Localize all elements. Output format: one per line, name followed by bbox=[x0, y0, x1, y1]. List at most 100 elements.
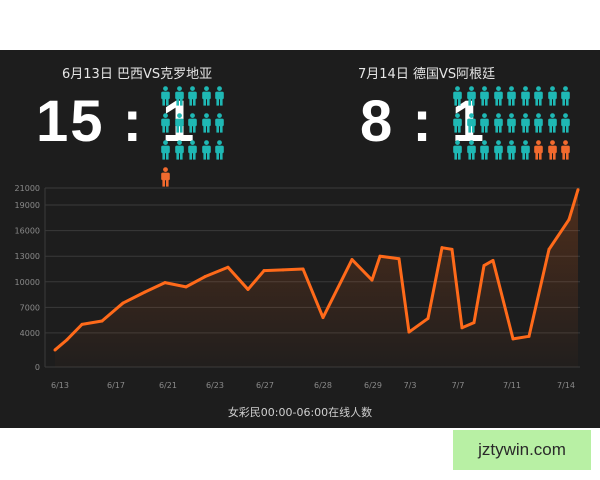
data-point bbox=[53, 348, 57, 352]
person-icon bbox=[480, 140, 489, 160]
person-icon bbox=[493, 86, 503, 106]
y-tick-label: 19000 bbox=[15, 201, 40, 210]
data-point bbox=[246, 287, 250, 291]
data-point bbox=[440, 246, 444, 250]
person-icon bbox=[493, 113, 503, 133]
person-icon bbox=[480, 86, 489, 106]
x-tick-label: 6/27 bbox=[256, 381, 274, 390]
data-point bbox=[80, 322, 84, 326]
data-point bbox=[378, 254, 382, 258]
data-point bbox=[511, 337, 515, 341]
x-tick-label: 7/14 bbox=[557, 381, 575, 390]
person-icon bbox=[161, 140, 170, 160]
data-point bbox=[547, 247, 551, 251]
person-icon bbox=[188, 86, 197, 106]
data-point bbox=[163, 281, 167, 285]
person-icon bbox=[534, 140, 543, 160]
person-icon bbox=[215, 140, 224, 160]
data-point bbox=[407, 330, 411, 334]
chart-caption: 女彩民00:00-06:00在线人数 bbox=[227, 406, 373, 419]
watermark: jztywin.com bbox=[453, 430, 591, 470]
x-tick-label: 6/29 bbox=[364, 381, 382, 390]
y-tick-label: 10000 bbox=[15, 278, 40, 287]
person-icon bbox=[453, 86, 462, 106]
data-point bbox=[472, 321, 476, 325]
y-tick-label: 0 bbox=[35, 363, 40, 372]
person-icon bbox=[534, 86, 543, 106]
data-point bbox=[426, 316, 430, 320]
data-point bbox=[370, 278, 374, 282]
person-icon bbox=[201, 140, 211, 160]
person-icon bbox=[174, 86, 184, 106]
data-point bbox=[301, 267, 305, 271]
data-point bbox=[567, 218, 571, 222]
x-tick-label: 7/7 bbox=[452, 381, 465, 390]
person-icon bbox=[561, 140, 570, 160]
person-icon bbox=[174, 113, 184, 133]
y-tick-label: 7000 bbox=[20, 303, 40, 312]
person-icon bbox=[534, 113, 543, 133]
data-point bbox=[527, 334, 531, 338]
person-icon bbox=[547, 140, 557, 160]
person-icon bbox=[480, 113, 489, 133]
person-icon bbox=[453, 113, 462, 133]
y-tick-label: 4000 bbox=[20, 329, 40, 338]
person-icon bbox=[174, 140, 184, 160]
x-tick-label: 6/23 bbox=[206, 381, 224, 390]
data-point bbox=[450, 247, 454, 251]
series-area bbox=[55, 189, 578, 367]
x-tick-label: 6/21 bbox=[159, 381, 177, 390]
person-icon bbox=[188, 140, 197, 160]
x-tick-label: 6/28 bbox=[314, 381, 332, 390]
x-tick-label: 6/13 bbox=[51, 381, 69, 390]
data-point bbox=[350, 258, 354, 262]
person-icon bbox=[507, 113, 516, 133]
x-tick-label: 7/3 bbox=[404, 381, 417, 390]
person-icon bbox=[561, 113, 570, 133]
y-tick-label: 21000 bbox=[15, 184, 40, 193]
person-icon bbox=[507, 86, 516, 106]
person-icon bbox=[215, 86, 224, 106]
series-line bbox=[54, 189, 580, 352]
data-point bbox=[143, 290, 147, 294]
person-icon bbox=[466, 113, 476, 133]
person-icon bbox=[520, 86, 530, 106]
person-icon bbox=[161, 113, 170, 133]
person-icon bbox=[215, 113, 224, 133]
data-point bbox=[482, 264, 486, 268]
person-icon bbox=[161, 86, 170, 106]
person-icon bbox=[466, 86, 476, 106]
person-icon bbox=[453, 140, 462, 160]
person-icon bbox=[520, 140, 530, 160]
match-title-germany-argentina: 7月14日 德国VS阿根廷 bbox=[358, 67, 496, 82]
data-point bbox=[460, 326, 464, 330]
data-point bbox=[321, 316, 325, 320]
data-point bbox=[491, 258, 495, 262]
person-icon bbox=[520, 113, 530, 133]
data-point bbox=[203, 275, 207, 279]
data-point bbox=[121, 301, 125, 305]
match-title-brazil-croatia: 6月13日 巴西VS克罗地亚 bbox=[62, 67, 213, 82]
score-germany-argentina: 8 : 1 bbox=[360, 89, 487, 154]
data-point bbox=[65, 338, 69, 342]
x-tick-label: 6/17 bbox=[107, 381, 125, 390]
data-point bbox=[576, 188, 580, 192]
person-icon bbox=[201, 86, 211, 106]
person-icon bbox=[507, 140, 516, 160]
data-point bbox=[226, 265, 230, 269]
person-icon bbox=[561, 86, 570, 106]
x-tick-label: 7/11 bbox=[503, 381, 521, 390]
data-point bbox=[184, 285, 188, 289]
person-icon bbox=[201, 113, 211, 133]
person-icon bbox=[493, 140, 503, 160]
data-point bbox=[397, 257, 401, 261]
y-tick-label: 16000 bbox=[15, 227, 40, 236]
data-point bbox=[262, 269, 266, 273]
data-point bbox=[100, 319, 104, 323]
y-tick-label: 13000 bbox=[15, 252, 40, 261]
person-icon bbox=[161, 167, 170, 187]
person-icon bbox=[547, 113, 557, 133]
person-icon bbox=[547, 86, 557, 106]
person-icon bbox=[188, 113, 197, 133]
